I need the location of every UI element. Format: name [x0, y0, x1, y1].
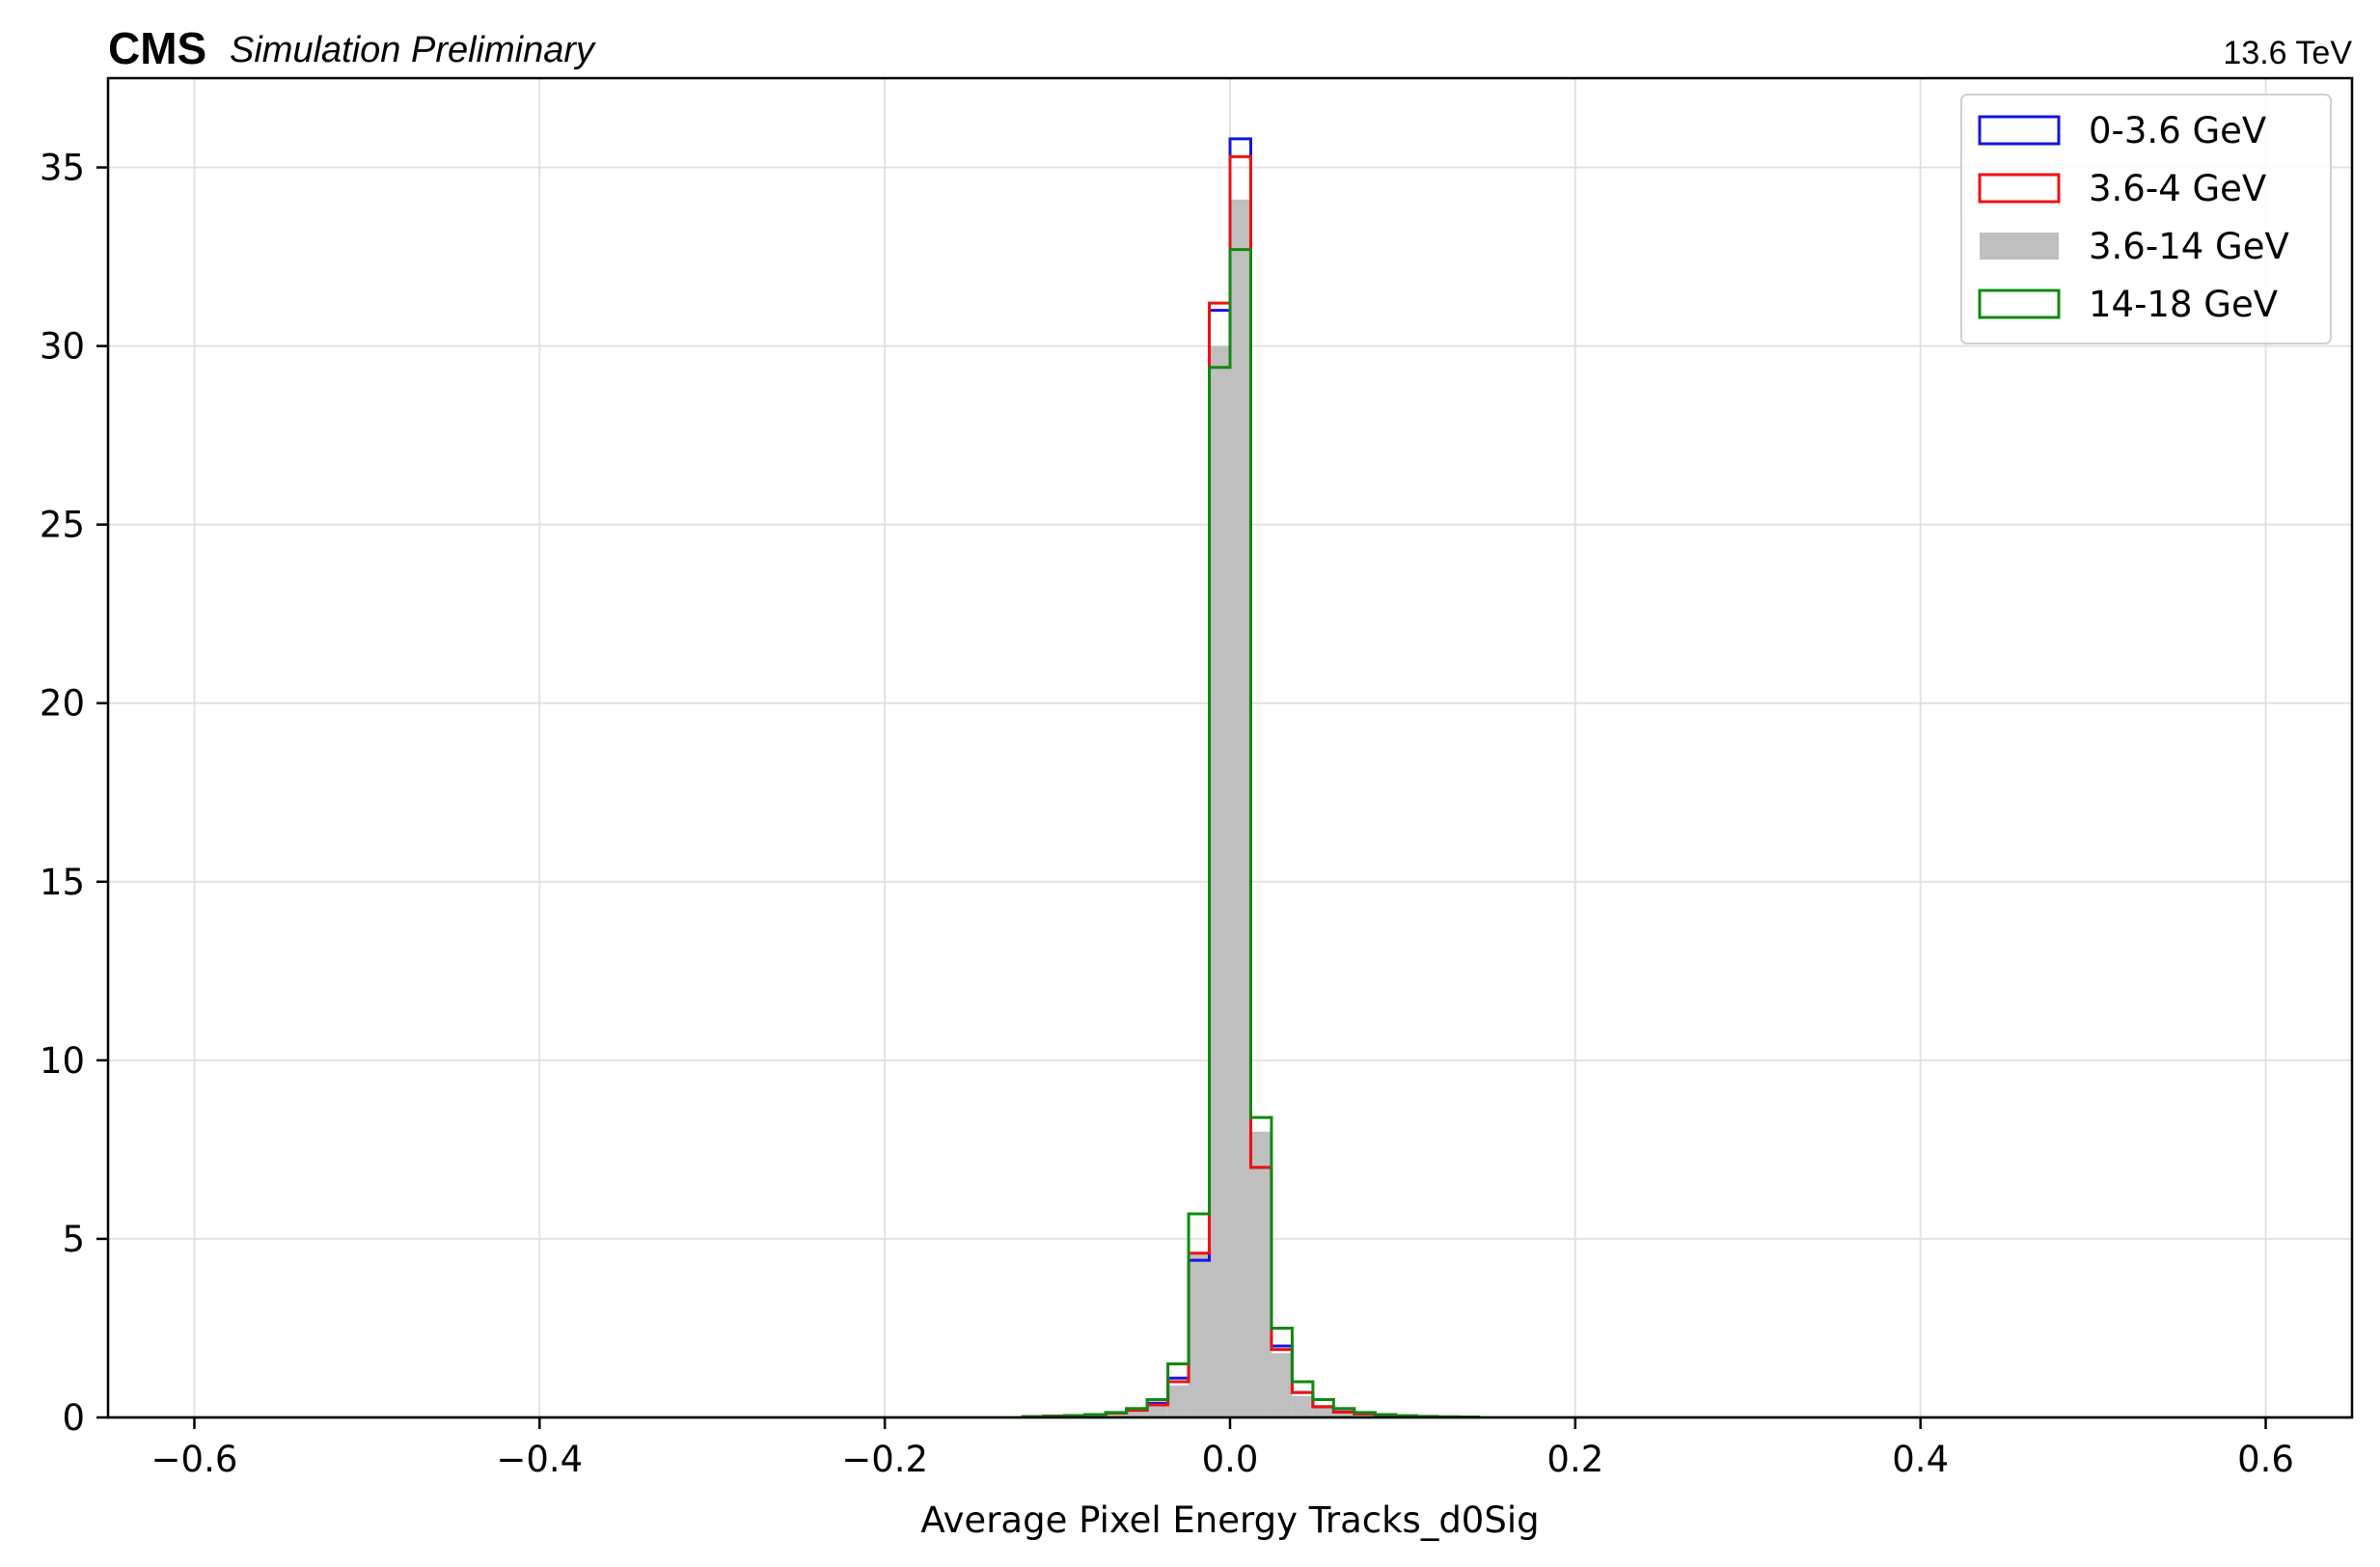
y-tick-label: 15	[40, 862, 85, 903]
legend-entry: 0-3.6 GeV	[1978, 110, 2266, 151]
legend-frame	[1960, 94, 2332, 344]
series-14-18-GeV	[1021, 248, 1481, 1419]
axes: −0.6 −0.4 −0.2 0.0 0.2 0.4 0.6 0 5 10 15 20 25 30 35	[40, 148, 2294, 1480]
legend-label: 3.6-4 GeV	[2089, 168, 2266, 209]
legend-swatch	[1980, 233, 2059, 260]
histogram-bar	[1126, 1410, 1148, 1417]
legend: 0-3.6 GeV 3.6-4 GeV 3.6-14 GeV 14-18 GeV	[1960, 94, 2332, 344]
legend-label: 0-3.6 GeV	[2089, 110, 2266, 151]
legend-swatch	[1978, 115, 2061, 146]
histogram-bar	[1106, 1413, 1127, 1417]
x-tick-label: −0.6	[151, 1439, 238, 1480]
histogram-series	[108, 137, 2352, 1419]
histogram-bar	[1230, 199, 1251, 1417]
legend-entry: 14-18 GeV	[1978, 284, 2278, 325]
legend-entry: 3.6-4 GeV	[1978, 168, 2266, 209]
histogram-bar	[1312, 1406, 1334, 1417]
simulation-subtitle: Simulation Preliminary	[230, 30, 596, 70]
experiment-label: CMS	[108, 23, 206, 73]
y-tick-label: 35	[40, 148, 85, 189]
histogram-bar	[1250, 1131, 1272, 1417]
x-tick-label: −0.4	[496, 1439, 583, 1480]
histogram-bar	[1271, 1353, 1293, 1417]
y-tick-label: 25	[40, 505, 85, 546]
y-tick-label: 30	[40, 326, 85, 368]
x-tick-label: 0.0	[1202, 1439, 1259, 1480]
series-3-6-14-GeV	[1023, 199, 1479, 1418]
histogram-bar	[1292, 1395, 1313, 1417]
histogram-bar	[1167, 1385, 1190, 1417]
histogram-bar	[1189, 1252, 1210, 1417]
legend-label: 14-18 GeV	[2089, 284, 2278, 325]
x-tick-label: 0.4	[1892, 1439, 1949, 1480]
energy-label: 13.6 TeV	[2223, 35, 2352, 71]
legend-entry: 3.6-14 GeV	[1980, 226, 2289, 267]
y-tick-label: 5	[62, 1219, 85, 1260]
legend-label: 3.6-14 GeV	[2089, 226, 2289, 267]
histogram-step-line	[1021, 248, 1481, 1419]
histogram-bar	[1147, 1405, 1168, 1417]
y-tick-label: 20	[40, 683, 85, 725]
legend-swatch	[1978, 173, 2061, 204]
x-axis-label: Average Pixel Energy Tracks_d0Sig	[920, 1499, 1539, 1541]
y-tick-label: 10	[40, 1040, 85, 1082]
histogram-bar	[1333, 1412, 1354, 1417]
x-tick-label: 0.2	[1546, 1439, 1603, 1480]
histogram-bar	[1354, 1415, 1376, 1417]
x-tick-label: 0.6	[2237, 1439, 2294, 1480]
x-tick-label: −0.2	[841, 1439, 928, 1480]
legend-swatch	[1978, 289, 2061, 319]
y-tick-label: 0	[62, 1397, 85, 1439]
histogram-bar	[1209, 345, 1230, 1418]
